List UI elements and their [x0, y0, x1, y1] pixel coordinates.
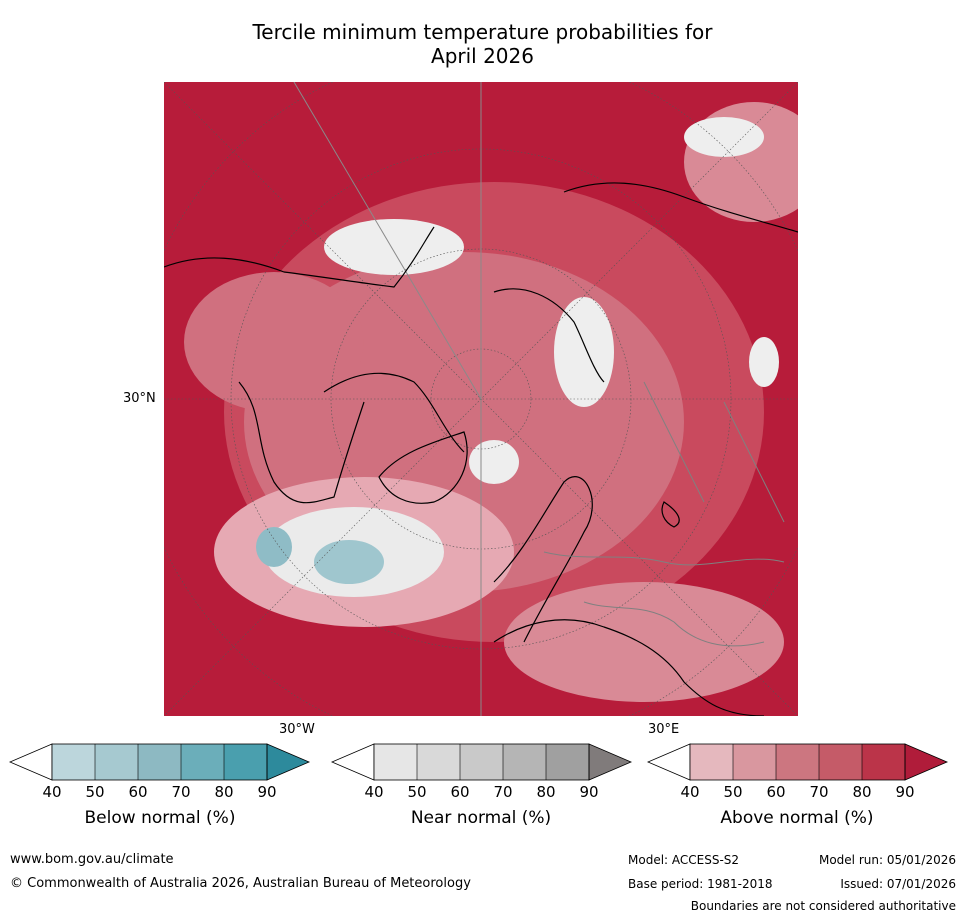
coast-greenland — [378, 431, 468, 504]
below-normal-label: Below normal (%) — [84, 808, 236, 828]
below-tick-80: 80 — [214, 783, 234, 801]
near-tick-70: 70 — [493, 783, 513, 801]
coast-russia-arctic — [493, 288, 605, 383]
below-tick-70: 70 — [171, 783, 191, 801]
below-tick-40: 40 — [42, 783, 62, 801]
above-tick-80: 80 — [852, 783, 872, 801]
chart-title: Tercile minimum temperature probabilitie… — [0, 20, 965, 68]
coast-caspian — [661, 501, 680, 528]
map-svg — [164, 82, 798, 716]
coastlines — [164, 182, 798, 716]
below-tick-60: 60 — [128, 783, 148, 801]
colorbar-above-normal — [646, 743, 949, 781]
above-tick-40: 40 — [680, 783, 700, 801]
above-tick-70: 70 — [809, 783, 829, 801]
near-tick-90: 90 — [579, 783, 599, 801]
near-normal-patch-4 — [469, 440, 519, 484]
above-tick-50: 50 — [723, 783, 743, 801]
near-normal-label: Near normal (%) — [410, 808, 552, 828]
coast-siberia — [563, 182, 798, 233]
near-tick-50: 50 — [407, 783, 427, 801]
disclaimer-text: Boundaries are not considered authoritat… — [690, 899, 956, 913]
near-tick-60: 60 — [450, 783, 470, 801]
model-run-text: Model run: 05/01/2026 — [818, 853, 956, 867]
coast-arctic-archipelago — [323, 372, 465, 453]
meridian-lines — [293, 82, 482, 716]
coast-north-america — [238, 381, 365, 504]
copyright-text: © Commonwealth of Australia 2026, Austra… — [10, 876, 471, 891]
title-line-2: April 2026 — [431, 44, 534, 68]
light-red-region-west — [184, 272, 364, 412]
above-tick-60: 60 — [766, 783, 786, 801]
title-line-1: Tercile minimum temperature probabilitie… — [252, 20, 713, 44]
model-text: Model: ACCESS-S2 — [628, 853, 740, 867]
polar-map — [164, 82, 798, 716]
coast-europe — [493, 619, 765, 716]
near-tick-80: 80 — [536, 783, 556, 801]
below-normal-patch-2 — [314, 540, 384, 584]
latitude-label-30n: 30°N — [123, 391, 156, 406]
above-tick-90: 90 — [895, 783, 915, 801]
near-normal-patch-3 — [554, 297, 614, 407]
above-normal-label: Above normal (%) — [720, 808, 874, 828]
near-normal-patch-5 — [684, 117, 764, 157]
near-normal-patch-6 — [749, 337, 779, 387]
below-tick-90: 90 — [257, 783, 277, 801]
longitude-label-30e: 30°E — [648, 722, 680, 737]
country-borders — [543, 381, 785, 647]
longitude-label-30w: 30°W — [279, 722, 315, 737]
near-normal-patch-1 — [324, 219, 464, 275]
colorbars-svg — [8, 743, 949, 781]
below-normal-patch-1 — [256, 527, 292, 567]
near-tick-40: 40 — [364, 783, 384, 801]
pale-region-europe — [504, 582, 784, 702]
issued-text: Issued: 07/01/2026 — [840, 877, 956, 891]
base-period-text: Base period: 1981-2018 — [628, 877, 773, 891]
below-tick-50: 50 — [85, 783, 105, 801]
coast-asia-north — [164, 226, 435, 288]
coast-scandinavia — [493, 476, 593, 643]
colorbar-near-normal — [330, 743, 633, 781]
website-link[interactable]: www.bom.gov.au/climate — [10, 852, 174, 867]
colorbar-below-normal — [8, 743, 311, 781]
